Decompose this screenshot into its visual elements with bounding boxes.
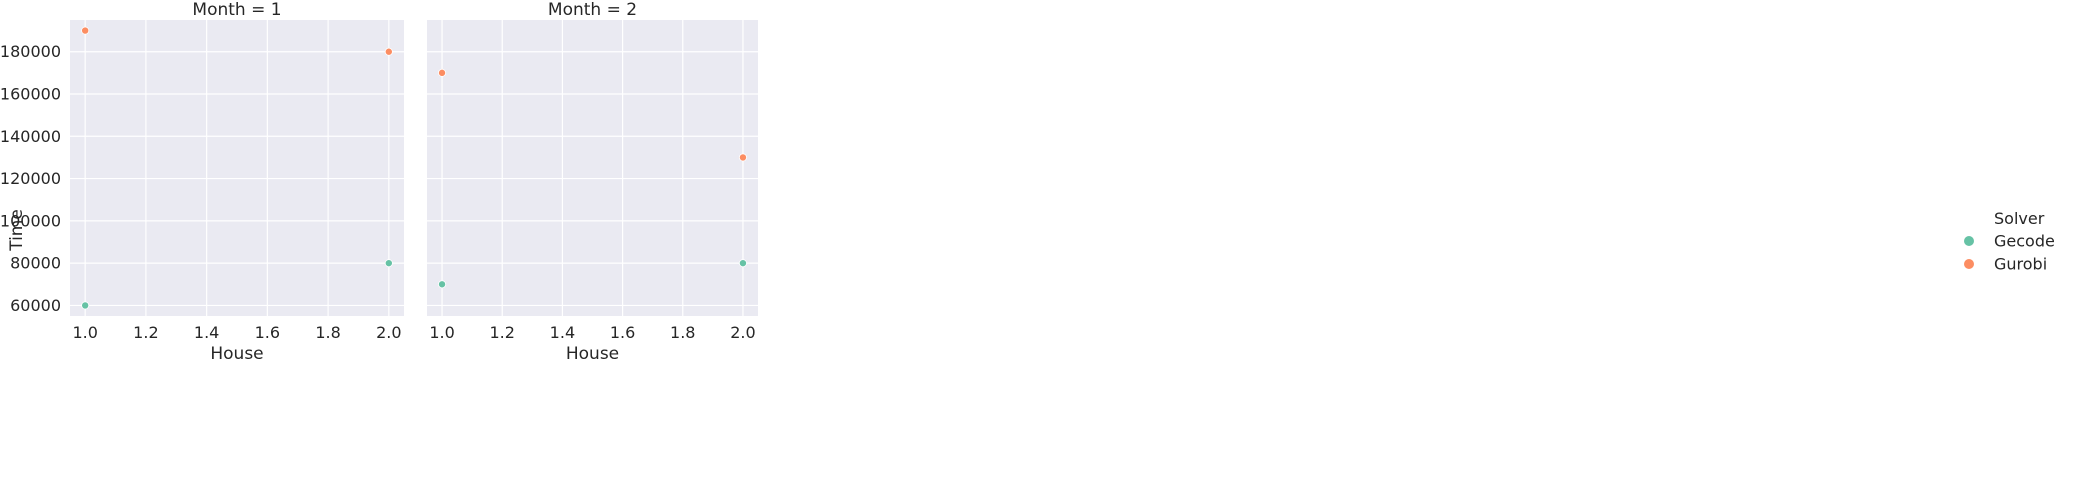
data-point-gecode [81,301,90,310]
data-point-gecode [738,259,747,268]
data-point-gurobi [384,47,393,56]
y-tick-label: 100000 [0,211,61,230]
facet-panel-1: 1.0 1.2 1.4 1.6 1.8 2.0 60000 80000 100000 120000… [0,0,404,364]
y-axis-label: Time [7,209,27,252]
legend-label-gurobi: Gurobi [1994,255,2047,274]
legend-title: Solver [1994,209,2045,228]
x-axis-label: House [566,344,619,364]
facet-title: Month = 2 [548,0,637,20]
plot-background [70,20,404,316]
x-tick-label: 1.6 [610,323,635,342]
facet-panels: 1.0 1.2 1.4 1.6 1.8 2.0 60000 80000 100000 120000… [0,0,758,364]
y-tick-label: 140000 [0,127,61,146]
data-point-gecode [438,280,447,289]
x-tick-label: 1.0 [72,323,97,342]
legend-marker-gecode [1964,236,1974,246]
y-tick-label: 160000 [0,85,61,104]
data-point-gecode [384,259,393,268]
legend: Solver Gecode Gurobi [1964,209,2055,274]
x-tick-label: 1.8 [315,323,340,342]
data-point-gurobi [81,26,90,35]
x-tick-label: 1.2 [133,323,158,342]
x-tick-label: 1.6 [255,323,280,342]
legend-label-gecode: Gecode [1994,232,2055,251]
y-tick-label: 60000 [10,296,61,315]
y-tick-label: 80000 [10,254,61,273]
data-point-gurobi [738,153,747,162]
y-tick-label: 180000 [0,42,61,61]
x-tick-label: 1.2 [490,323,515,342]
facet-panel-2: 1.0 1.2 1.4 1.6 1.8 2.0 Month = 2 House [427,0,758,364]
data-point-gurobi [438,68,447,77]
x-axis-label: House [210,344,263,364]
y-tick-label: 120000 [0,169,61,188]
x-tick-label: 1.8 [670,323,695,342]
facet-title: Month = 1 [192,0,281,20]
plot-background [427,20,758,316]
x-tick-label: 1.4 [194,323,219,342]
legend-marker-gurobi [1964,259,1974,269]
x-tick-label: 1.4 [550,323,575,342]
x-tick-label: 1.0 [429,323,454,342]
x-tick-label: 2.0 [376,323,401,342]
x-tick-label: 2.0 [730,323,755,342]
